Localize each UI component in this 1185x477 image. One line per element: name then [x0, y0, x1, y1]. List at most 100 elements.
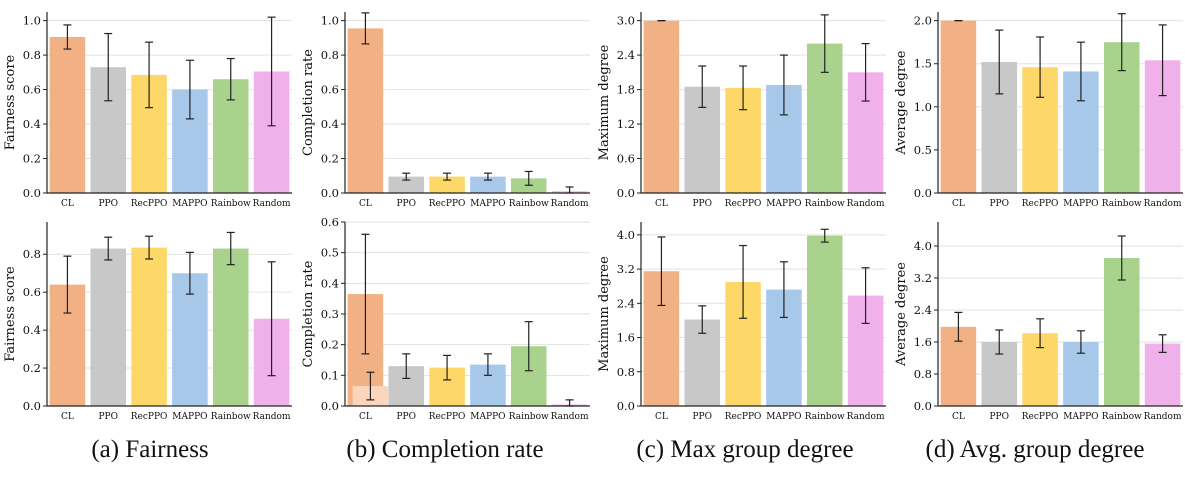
x-tick-label: RecPPO [131, 199, 168, 209]
y-tick-label: 0.8 [914, 367, 932, 381]
y-axis-label: Average degree [894, 262, 909, 367]
y-tick-label: 0.4 [23, 117, 41, 131]
x-tick-label: Random [551, 199, 589, 209]
bar-cl [49, 36, 86, 193]
x-tick-label: CL [61, 412, 74, 422]
x-tick-label: Random [847, 412, 885, 422]
y-tick-label: 0.6 [321, 83, 339, 97]
y-tick-label: 0.6 [23, 285, 41, 299]
bar-ppo [388, 176, 425, 193]
bar-mappo [470, 176, 506, 193]
y-axis-label: Completion rate [301, 260, 316, 367]
y-tick-label: 0.0 [23, 186, 41, 200]
x-tick-label: PPO [990, 199, 1010, 209]
bar-cl [347, 28, 384, 193]
y-tick-label: 0.3 [321, 307, 339, 321]
x-tick-label: Rainbow [509, 412, 549, 422]
y-tick-label: 3.2 [914, 271, 932, 285]
x-tick-label: MAPPO [1063, 412, 1098, 422]
y-tick-label: 0.1 [321, 368, 339, 382]
x-tick-label: CL [952, 412, 965, 422]
x-tick-label: MAPPO [470, 199, 505, 209]
y-tick-label: 1.5 [914, 57, 932, 71]
y-tick-label: 0.0 [321, 399, 339, 413]
x-tick-label: Rainbow [211, 199, 251, 209]
y-tick-label: 0.2 [321, 152, 339, 166]
bar-ppo [684, 319, 721, 406]
x-tick-label: RecPPO [1022, 199, 1059, 209]
y-tick-label: 2.4 [617, 296, 635, 310]
y-tick-label: 0.0 [321, 186, 339, 200]
x-tick-label: MAPPO [172, 199, 207, 209]
y-tick-label: 0.2 [321, 338, 339, 352]
y-tick-label: 4.0 [914, 239, 932, 253]
bar-cl [643, 20, 680, 193]
x-tick-label: CL [655, 412, 668, 422]
y-tick-label: 0.8 [23, 247, 41, 261]
x-tick-label: RecPPO [429, 412, 466, 422]
y-tick-label: 0.0 [914, 186, 932, 200]
y-tick-label: 2.4 [914, 303, 932, 317]
bar-ppo [90, 248, 127, 406]
y-tick-label: 0.8 [617, 365, 635, 379]
y-tick-label: 0.0 [617, 399, 635, 413]
y-tick-label: 0.0 [914, 399, 932, 413]
x-tick-label: CL [61, 199, 74, 209]
x-tick-label: CL [359, 199, 372, 209]
x-tick-label: Rainbow [805, 412, 845, 422]
x-tick-label: Random [253, 199, 291, 209]
x-tick-label: CL [952, 199, 965, 209]
y-tick-label: 1.0 [321, 14, 339, 28]
chart-bottom-completion: 0.0 0.1 0.2 0.3 0.4 0.5 0.6 CL PPO RecPPO MAPPO Rai… [301, 215, 590, 422]
x-tick-label: PPO [99, 412, 119, 422]
x-tick-label: RecPPO [1022, 412, 1059, 422]
y-tick-label: 1.6 [914, 335, 932, 349]
caption-avg-group-degree: (d) Avg. group degree [925, 436, 1145, 463]
x-tick-label: Rainbow [509, 199, 549, 209]
y-tick-label: 3.2 [617, 262, 635, 276]
x-tick-label: PPO [397, 199, 417, 209]
x-tick-label: MAPPO [172, 412, 207, 422]
x-tick-label: MAPPO [1063, 199, 1098, 209]
x-tick-label: Random [253, 412, 291, 422]
chart-bottom-fairness: 0.0 0.2 0.4 0.6 0.8 CL PPO RecPPO MAPPO Rainbow Ra… [3, 222, 292, 422]
chart-top-maxdeg: 0.0 0.6 1.2 1.8 2.4 3.0 CL PPO RecPPO MAPPO Rainbo… [597, 12, 886, 209]
chart-top-completion: 0.0 0.2 0.4 0.6 0.8 1.0 CL PPO RecPPO MAPPO Rainbo… [301, 12, 590, 209]
chart-top-avgdeg: 0.0 0.5 1.0 1.5 2.0 CL PPO RecPPO MAPPO Rainbow Ra… [894, 12, 1183, 209]
chart-bottom-maxdeg: 0.0 0.8 1.6 2.4 3.2 4.0 CL PPO RecPPO MAPPO Rainbo… [597, 222, 886, 422]
y-axis-label: Fairness score [3, 54, 18, 150]
y-axis-label: Maximum degree [597, 44, 612, 160]
x-tick-label: Random [551, 412, 589, 422]
x-tick-label: MAPPO [766, 199, 801, 209]
y-tick-label: 0.4 [321, 117, 339, 131]
x-tick-label: Random [847, 199, 885, 209]
x-tick-label: Random [1144, 199, 1182, 209]
y-tick-label: 1.0 [23, 14, 41, 28]
y-axis-label: Average degree [894, 50, 909, 155]
bar-recppo [131, 247, 167, 406]
y-tick-label: 0.6 [617, 152, 635, 166]
y-tick-label: 0.6 [23, 83, 41, 97]
bar-rainbow [1103, 258, 1140, 406]
bar-rainbow [806, 235, 843, 406]
x-tick-label: PPO [693, 199, 713, 209]
y-tick-label: 4.0 [617, 228, 635, 242]
y-tick-label: 1.2 [617, 117, 635, 131]
y-axis-label: Fairness score [3, 266, 18, 362]
caption-max-group-degree: (c) Max group degree [636, 436, 854, 463]
x-tick-label: RecPPO [725, 412, 762, 422]
x-tick-label: Rainbow [1102, 199, 1142, 209]
bar-cl [940, 20, 977, 193]
bar-rainbow [212, 248, 249, 406]
chart-bottom-avgdeg: 0.0 0.8 1.6 2.4 3.2 4.0 CL PPO RecPPO MAPPO Rainbo… [894, 222, 1183, 422]
y-tick-label: 0.2 [23, 152, 41, 166]
y-tick-label: 0.8 [321, 48, 339, 62]
y-tick-label: 0.6 [321, 215, 339, 229]
x-tick-label: Rainbow [1102, 412, 1142, 422]
y-axis-label: Maximum degree [597, 256, 612, 372]
y-tick-label: 0.4 [23, 323, 41, 337]
y-tick-label: 0.5 [914, 143, 932, 157]
x-tick-label: Rainbow [805, 199, 845, 209]
y-tick-label: 1.6 [617, 331, 635, 345]
y-tick-label: 2.0 [914, 14, 932, 28]
